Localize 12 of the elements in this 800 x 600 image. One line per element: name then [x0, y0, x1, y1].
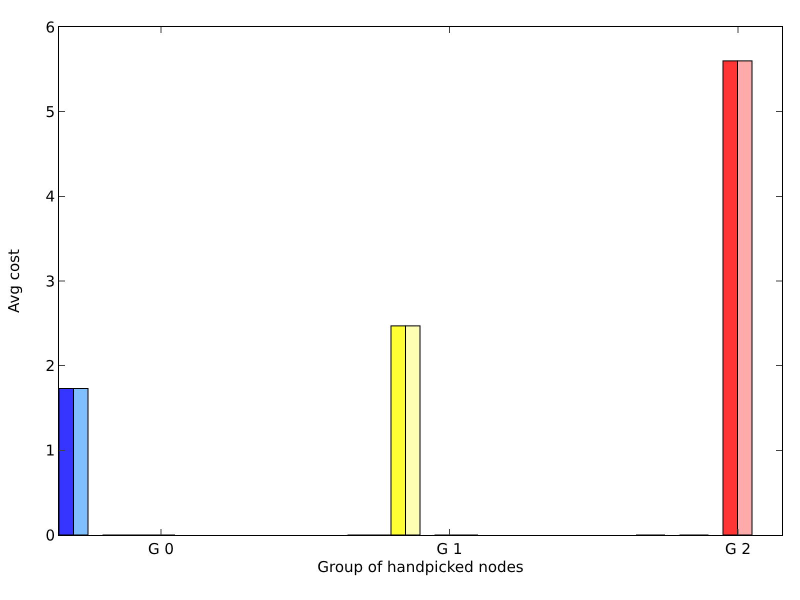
- y-tick-label: 6: [45, 18, 55, 36]
- y-tick-label: 1: [45, 442, 55, 460]
- x-tick-label: G 2: [725, 540, 751, 558]
- x-tick-label: G 0: [148, 540, 174, 558]
- x-tick-label: G 1: [436, 540, 462, 558]
- y-tick-label: 3: [45, 272, 55, 290]
- y-tick-label: 0: [45, 526, 55, 544]
- y-tick-label: 5: [45, 102, 55, 121]
- x-axis-title: Group of handpicked nodes: [317, 558, 524, 576]
- y-tick-label: 2: [45, 356, 55, 375]
- y-tick-label: 4: [45, 188, 55, 206]
- y-axis-title: Avg cost: [5, 249, 23, 313]
